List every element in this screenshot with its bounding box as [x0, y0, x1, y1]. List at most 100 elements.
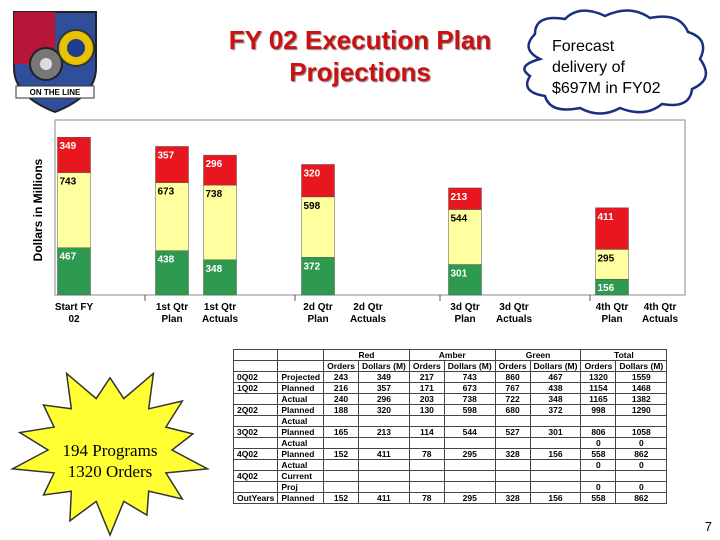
table-group-header-row: Red Amber Green Total	[232, 349, 668, 361]
table-cell	[408, 459, 445, 471]
table-cell: 0	[580, 437, 617, 449]
table-cell: 438	[529, 382, 582, 394]
table-cell: Actual	[277, 415, 325, 427]
data-label-red-1: 357	[158, 150, 175, 161]
table-cell: 188	[323, 404, 359, 416]
table-cell: 411	[357, 492, 410, 504]
table-cell: 1382	[615, 393, 668, 405]
table-cell	[529, 415, 582, 427]
table-cell	[615, 470, 668, 482]
bar-amber-5	[448, 209, 482, 265]
bar-green-2	[203, 259, 237, 296]
table-cell: 243	[323, 371, 359, 383]
callout-line-3: $697M in FY02	[552, 80, 661, 97]
table-cell: 862	[615, 448, 668, 460]
table-cell: 862	[615, 492, 668, 504]
x-tick-label-8-0: 4th Qtr	[644, 302, 677, 313]
table-cell: 1468	[615, 382, 668, 394]
x-tick-label-6-1: Actuals	[496, 314, 533, 325]
army-logo: ON THE LINE	[13, 11, 97, 114]
table-cell	[529, 437, 582, 449]
table-cell: 743	[443, 371, 496, 383]
table-cell: 203	[408, 393, 445, 405]
table-cell: 78	[408, 492, 445, 504]
table-cell: 722	[494, 393, 531, 405]
table-row: Actual 0 0	[232, 437, 668, 449]
table-cell: 357	[357, 382, 410, 394]
table-cell: 295	[443, 492, 496, 504]
data-label-green-2: 348	[206, 264, 223, 275]
table-cell: 558	[580, 492, 617, 504]
table-cell: Planned	[277, 426, 325, 438]
table-row: Proj 0 0	[232, 481, 668, 493]
data-label-red-3: 320	[304, 168, 321, 179]
data-label-green-3: 372	[304, 261, 321, 272]
table-row: 0Q02 Projected 243 349 217 743 860 467 1320 1559	[232, 371, 668, 383]
y-axis-label: Dollars in Millions	[31, 158, 45, 261]
table-cell: 156	[529, 492, 582, 504]
table-cell: 78	[408, 448, 445, 460]
table-cell: 216	[323, 382, 359, 394]
bar-red-5	[448, 187, 482, 210]
table-cell: Actual	[277, 437, 325, 449]
table-cell	[408, 481, 445, 493]
bar-red-2	[203, 154, 237, 186]
table-cell: 1154	[580, 382, 617, 394]
table-cell	[232, 459, 279, 471]
table-cell	[232, 415, 279, 427]
table-cell	[494, 437, 531, 449]
table-cell	[529, 459, 582, 471]
x-tick-label-5-0: 3d Qtr	[450, 302, 480, 313]
table-cell: 1290	[615, 404, 668, 416]
table-sub-header: Orders	[408, 360, 445, 372]
table-cell: 217	[408, 371, 445, 383]
table-cell: 1058	[615, 426, 668, 438]
table-cell	[443, 459, 496, 471]
bar-green-0	[57, 247, 91, 296]
title-line-2: Projections	[289, 57, 431, 87]
table-sub-header: Orders	[494, 360, 531, 372]
table-cell: 1165	[580, 393, 617, 405]
table-cell	[408, 470, 445, 482]
bar-red-1	[155, 146, 189, 183]
table-row: 4Q02 Planned 152 411 78 295 328 156 558 862	[232, 448, 668, 460]
table-sub-header: Dollars (M)	[357, 360, 410, 372]
table-sub-header: Dollars (M)	[529, 360, 582, 372]
table-cell: 213	[357, 426, 410, 438]
logo-banner: ON THE LINE	[30, 88, 81, 97]
x-tick-label-0-0: Start FY	[55, 302, 94, 313]
table-cell: Planned	[277, 448, 325, 460]
table-cell: 680	[494, 404, 531, 416]
table-cell: 156	[529, 448, 582, 460]
data-label-amber-5: 544	[451, 213, 468, 224]
bar-red-0	[57, 136, 91, 173]
table-cell	[443, 470, 496, 482]
table-cell	[615, 415, 668, 427]
table-cell	[408, 437, 445, 449]
table-cell	[494, 415, 531, 427]
table-group-header	[232, 349, 279, 361]
table-group-header: Red	[323, 349, 410, 361]
table-sub-header: Orders	[323, 360, 359, 372]
table-cell	[443, 437, 496, 449]
table-cell: 152	[323, 492, 359, 504]
table-group-header: Total	[580, 349, 668, 361]
table-sub-header: Dollars (M)	[443, 360, 496, 372]
table-cell: 806	[580, 426, 617, 438]
table-row: Actual 240 296 203 738 722 348 1165 1382	[232, 393, 668, 405]
plot-area	[54, 119, 686, 296]
table-cell: 598	[443, 404, 496, 416]
table-row: 3Q02 Planned 165 213 114 544 527 301 806 1058	[232, 426, 668, 438]
table-group-header: Green	[494, 349, 582, 361]
table-cell	[357, 459, 410, 471]
bar-green-5	[448, 264, 482, 296]
table-cell: Actual	[277, 393, 325, 405]
table-row: OutYears Planned 152 411 78 295 328 156 558 862	[232, 492, 668, 504]
data-label-green-5: 301	[451, 269, 468, 280]
table-cell: Current	[277, 470, 325, 482]
table-cell: Projected	[277, 371, 325, 383]
table-cell	[494, 481, 531, 493]
bar-amber-7	[595, 249, 629, 280]
table-cell: 0	[615, 437, 668, 449]
x-tick-label-4-0: 2d Qtr	[353, 302, 383, 313]
